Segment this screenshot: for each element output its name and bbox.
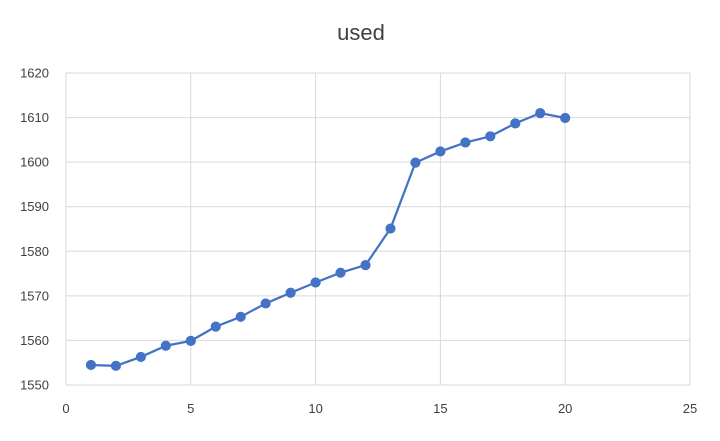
data-point — [560, 112, 571, 124]
data-point — [160, 340, 171, 351]
data-point — [135, 351, 146, 363]
data-point — [360, 260, 371, 271]
y-tick-label: 1580 — [20, 244, 49, 259]
gridlines — [65, 72, 691, 386]
data-point — [260, 298, 271, 309]
data-point — [310, 277, 321, 288]
data-point — [385, 223, 396, 234]
y-tick-label: 1550 — [20, 378, 49, 393]
y-tick-label: 1560 — [20, 333, 49, 348]
x-tick-label: 5 — [187, 401, 194, 416]
data-point — [85, 359, 97, 371]
data-point — [235, 311, 246, 322]
data-point — [510, 118, 521, 129]
chart-title: used — [337, 20, 385, 45]
x-tick-label: 25 — [683, 401, 697, 416]
x-tick-label: 0 — [62, 401, 69, 416]
x-tick-label: 20 — [558, 401, 572, 416]
data-point — [110, 360, 122, 371]
data-point — [485, 131, 496, 142]
data-point — [435, 146, 446, 157]
series-used — [85, 108, 571, 371]
axis-lines — [65, 73, 690, 386]
data-point — [410, 157, 421, 168]
data-point — [535, 108, 546, 119]
data-point — [335, 267, 346, 278]
y-tick-label: 1600 — [20, 155, 49, 170]
x-tick-label: 10 — [308, 401, 322, 416]
y-tick-label: 1620 — [20, 66, 49, 81]
y-tick-label: 1590 — [20, 199, 49, 214]
data-point — [460, 137, 471, 148]
y-axis-tick-labels: 1550 1560 1570 1580 1590 1600 1610 1620 — [20, 66, 49, 393]
series-line — [90, 111, 566, 367]
x-tick-label: 15 — [433, 401, 447, 416]
y-tick-label: 1610 — [20, 110, 49, 125]
data-point — [210, 321, 221, 332]
data-point — [285, 287, 296, 298]
x-axis-tick-labels: 0 5 10 15 20 25 — [62, 401, 697, 416]
y-tick-label: 1570 — [20, 288, 49, 303]
data-point — [185, 335, 196, 346]
